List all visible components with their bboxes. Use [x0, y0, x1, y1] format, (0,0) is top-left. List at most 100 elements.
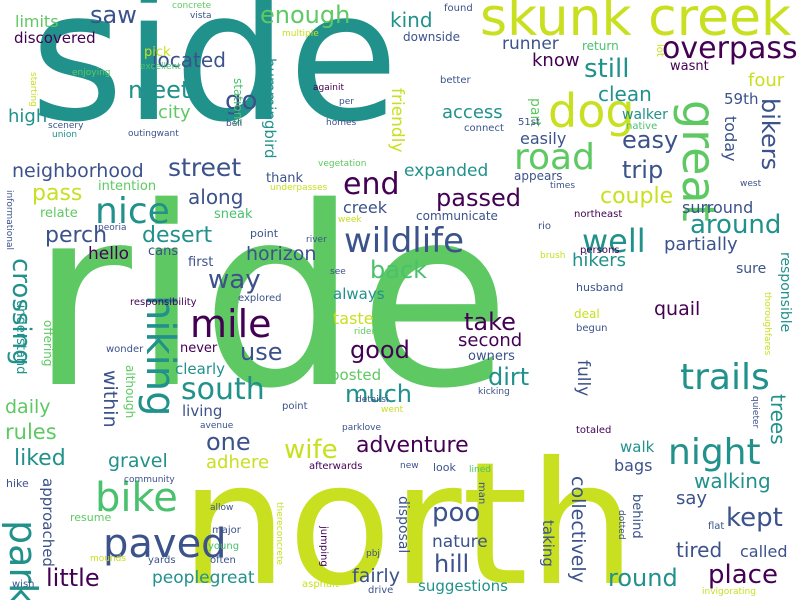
word-access: access [442, 102, 503, 123]
word-hiking: hiking [137, 295, 183, 417]
word-rules: rules [5, 420, 57, 444]
word-multiple: multiple [282, 29, 319, 39]
word-drive: drive [368, 585, 394, 596]
word-husband: husband [576, 281, 624, 294]
word-lot: lot [654, 44, 665, 57]
word-kept: kept [726, 503, 783, 533]
word-around: around [690, 210, 782, 240]
word-bell: bell [226, 119, 243, 129]
word-offering: offering [41, 320, 55, 367]
word-surround: surround [682, 198, 754, 217]
word-poo: poo [432, 498, 481, 528]
word-river: river [306, 235, 327, 245]
word-peoplegreat: peoplegreat [152, 568, 255, 588]
word-better: better [440, 75, 471, 86]
word-partially: partially [664, 234, 738, 255]
word-called: called [740, 542, 788, 561]
word-per: per [339, 97, 354, 107]
word-downside: downside [403, 30, 460, 44]
word-road: road [514, 137, 595, 178]
word-taste: taste [333, 309, 374, 328]
word-wonder: wonder [106, 344, 144, 355]
word-pick: pick [144, 45, 171, 60]
word-south: south [181, 372, 265, 407]
word-vista: vista [190, 11, 212, 21]
word-four: four [748, 70, 785, 91]
word-times: times [550, 181, 576, 191]
word-thereconcrete: thereconcrete [274, 502, 284, 566]
word-gravel: gravel [108, 450, 168, 472]
word-much: much [345, 380, 412, 408]
word-major: major [212, 525, 241, 536]
word-expanded: expanded [404, 161, 489, 181]
word-kind: kind [390, 8, 433, 32]
word-daily: daily [5, 396, 51, 418]
word-wildlife: wildlife [344, 221, 465, 261]
word-communicate: communicate [416, 209, 498, 223]
word-good: good [350, 336, 410, 364]
word-limits: limits [15, 12, 59, 31]
word-round: round [608, 564, 678, 592]
word-overpass: overpass [662, 31, 798, 66]
word-collectively: collectively [567, 476, 589, 583]
word-rio: rio [538, 221, 552, 232]
word-neighborhood: neighborhood [12, 160, 144, 182]
word-never: never [180, 341, 218, 356]
word-well: well [582, 222, 646, 260]
word-young: young [208, 541, 240, 552]
word-responsible: responsible [777, 252, 793, 333]
word-flat: flat [708, 521, 725, 532]
word-adhere: adhere [206, 452, 270, 473]
word-liked: liked [14, 446, 66, 471]
word-quieter: quieter [750, 396, 760, 429]
word-homes: homes [326, 118, 357, 128]
word-cans: cans [148, 244, 179, 259]
word-quail: quail [654, 298, 701, 320]
word-outingwant: outingwant [128, 129, 179, 139]
word-creek: creek [343, 198, 387, 217]
word-return: return [582, 39, 619, 53]
word-point-2: point [282, 401, 308, 412]
word-desert: desert [142, 223, 213, 248]
word-new: new [400, 461, 419, 471]
word-excellent: excellent [140, 62, 181, 72]
word-againit: againit [313, 83, 344, 93]
word-easily: easily [520, 129, 567, 148]
word-resume: resume [70, 511, 112, 524]
word-persons: persons [580, 245, 620, 256]
word-invigorating: invigorating [702, 587, 756, 597]
word-along: along [188, 185, 244, 209]
word-lined: lined [469, 465, 491, 475]
word-trip: trip [622, 156, 664, 184]
word-intention: intention [98, 179, 157, 194]
word-couple: couple [600, 184, 674, 209]
word-fairly: fairly [352, 565, 400, 587]
word-riders: riders [354, 327, 380, 337]
word-union: union [52, 130, 78, 140]
word-located: located [152, 48, 226, 72]
word-today: today [721, 116, 740, 162]
word-nice: nice [95, 191, 170, 232]
word-hike: hike [6, 477, 29, 490]
word-adventure: adventure [356, 433, 469, 458]
word-brush: brush [540, 251, 566, 261]
word-stations: stations [231, 78, 245, 126]
word-kicking: kicking [478, 387, 510, 397]
word-hello: hello [88, 244, 130, 264]
word-scenery: scenery [48, 121, 84, 131]
word-disposal: disposal [395, 496, 411, 554]
word-clean: clean [598, 82, 652, 106]
word-avenue: avenue [200, 421, 234, 431]
word-friendly: friendly [387, 88, 407, 153]
word-totaled: totaled [576, 425, 612, 436]
word-wasnt: wasnt [670, 59, 709, 74]
word-crossing: crossing [6, 258, 36, 366]
word-use: use [240, 338, 283, 366]
word-always: always [333, 285, 385, 303]
word-northeast: northeast [574, 209, 623, 220]
word-first: first [188, 255, 214, 270]
word-51st: 51st [518, 117, 540, 128]
word-owners: owners [468, 349, 515, 364]
word-responsibility: responsibility [130, 297, 197, 308]
word-bikers: bikers [756, 98, 784, 171]
